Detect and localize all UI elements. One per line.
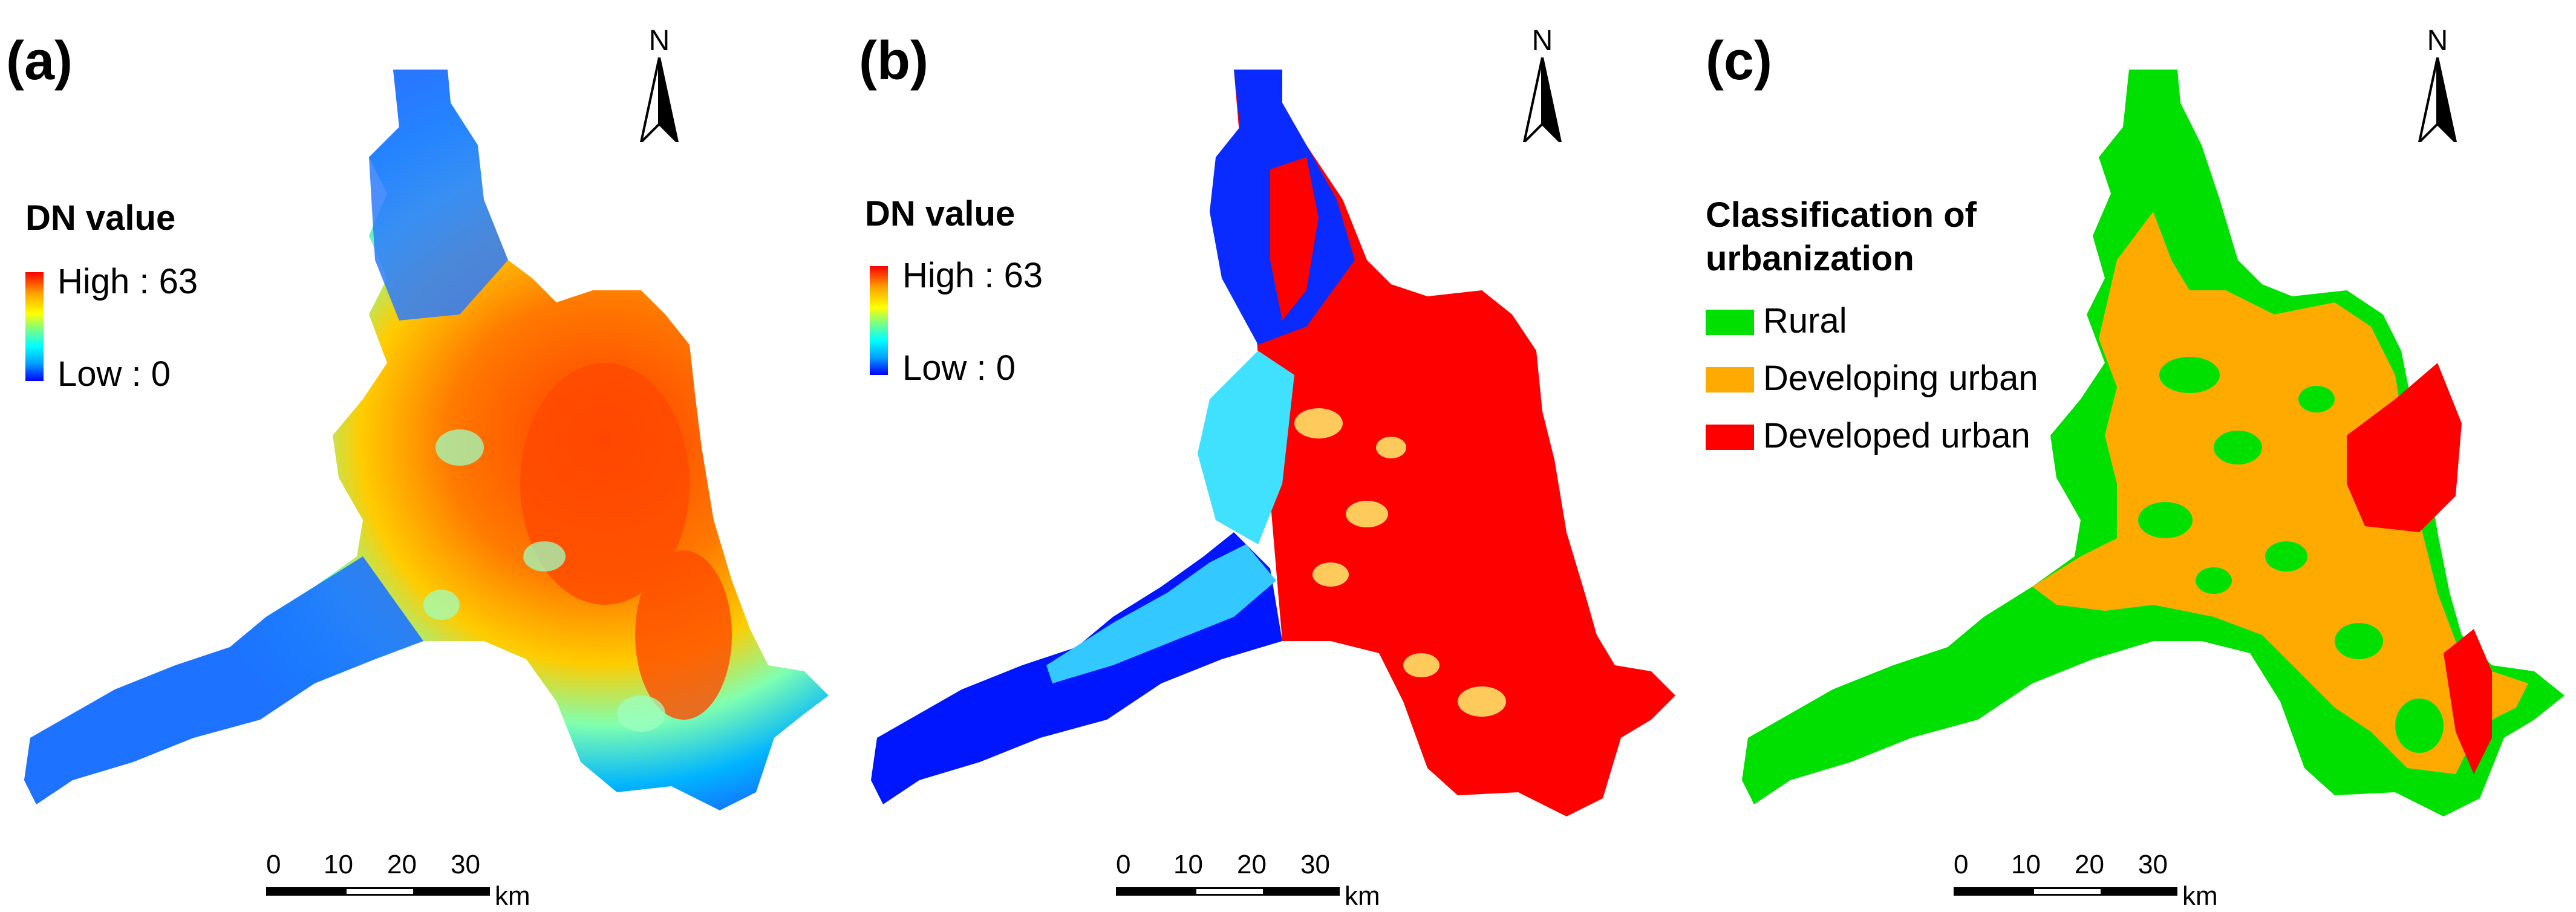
ramp-high-label: High : 63 <box>902 256 1043 295</box>
scale-bar-graphic <box>1116 887 1340 896</box>
developing-urban-region <box>2032 212 2528 774</box>
yellow-patches <box>1294 408 1506 717</box>
north-letter: N <box>2427 25 2448 57</box>
north-arrow-icon <box>1522 57 1562 142</box>
panel-label: (c) <box>1706 31 1772 91</box>
panel-label: (b) <box>859 31 928 91</box>
western-arm <box>24 556 423 804</box>
scale-bar: 0 10 20 30 km <box>266 850 530 911</box>
scale-tick: 30 <box>1300 850 1330 879</box>
north-arrow: N <box>1518 24 1567 142</box>
developed-urban-southeast <box>2444 629 2492 774</box>
scale-tick: 20 <box>2075 850 2104 879</box>
ramp-low-label: Low : 0 <box>902 348 1016 388</box>
ramp-high-label: High : 63 <box>57 262 198 301</box>
northern-arm <box>369 70 508 321</box>
middle-cyan-band <box>1198 351 1294 544</box>
scale-tick: 10 <box>2011 850 2041 879</box>
panel-a: (a) N DN value High : 63 Low : 0 <box>0 0 847 912</box>
color-ramp <box>25 272 44 381</box>
core-hotspots <box>520 363 732 720</box>
scale-tick: 20 <box>1237 850 1267 879</box>
scale-tick: 30 <box>2138 850 2168 879</box>
classification-map <box>1742 70 2565 816</box>
north-letter: N <box>1531 25 1553 57</box>
scale-unit: km <box>495 881 530 911</box>
legend-title-line2: urbanization <box>1706 239 1914 278</box>
panel-c: (c) N Classification of urbanization Rur… <box>1694 0 2576 912</box>
scale-bar: 0 10 20 30 km <box>1954 850 2218 911</box>
scale-tick: 30 <box>451 850 480 879</box>
ramp-low-label: Low : 0 <box>57 354 171 394</box>
legend-title-line1: Classification of <box>1706 195 1977 235</box>
dn-map-a <box>24 70 829 810</box>
scale-tick: 10 <box>324 850 353 879</box>
dn-map-b <box>871 70 1675 816</box>
scale-unit: km <box>2182 881 2218 911</box>
panel-b: (b) N DN value High : 63 Low : 0 0 10 20… <box>847 0 1694 912</box>
panel-label: (a) <box>6 31 73 91</box>
swatch-developed-urban <box>1706 425 1754 450</box>
scale-tick: 0 <box>1954 850 1969 879</box>
north-arrow: N <box>635 24 683 142</box>
scale-tick: 0 <box>1116 850 1131 879</box>
developed-urban-east <box>2347 363 2462 532</box>
western-cyan-band <box>1046 544 1276 683</box>
scale-bar: 0 10 20 30 km <box>1116 850 1380 911</box>
north-arrow-icon <box>2418 57 2457 142</box>
legend-title: DN value <box>865 194 1016 233</box>
rural-patches <box>2138 357 2444 753</box>
scale-tick: 0 <box>266 850 281 879</box>
class-label-rural: Rural <box>1763 301 1847 340</box>
scale-tick: 10 <box>1173 850 1203 879</box>
scale-bar-graphic <box>1954 887 2177 896</box>
legend-title: DN value <box>25 198 176 238</box>
color-ramp <box>870 266 888 375</box>
scale-bar-graphic <box>266 887 490 896</box>
class-label-developed-urban: Developed urban <box>1763 416 2030 455</box>
swatch-developing-urban <box>1706 367 1754 392</box>
north-letter: N <box>648 25 670 57</box>
north-arrow-icon <box>639 57 679 142</box>
northern-red-streak <box>1270 157 1319 321</box>
scale-tick: 20 <box>387 850 417 879</box>
swatch-rural <box>1706 310 1754 335</box>
scale-unit: km <box>1345 881 1380 911</box>
north-arrow: N <box>2413 24 2462 142</box>
light-patches <box>423 429 665 732</box>
class-label-developing-urban: Developing urban <box>1763 359 2038 398</box>
region-outline <box>24 70 829 810</box>
